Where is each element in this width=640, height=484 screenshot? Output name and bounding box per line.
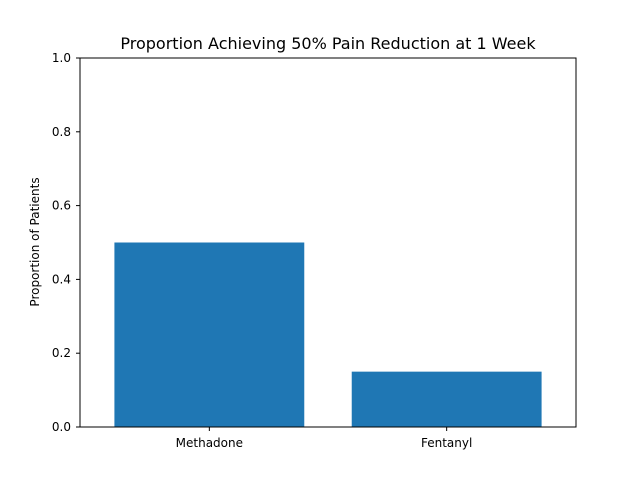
plot-area-frame xyxy=(79,57,577,428)
chart-title: Proportion Achieving 50% Pain Reduction … xyxy=(120,34,536,53)
y-ticks-group: 0.0 0.2 0.4 0.6 0.8 1.0 xyxy=(52,51,80,434)
y-tick-label: 0.0 xyxy=(52,420,71,434)
y-axis-label: Proportion of Patients xyxy=(28,177,42,306)
y-tick-label: 0.8 xyxy=(52,125,71,139)
y-tick-label: 0.2 xyxy=(52,346,71,360)
bar-methadone xyxy=(114,242,305,427)
x-tick-label: Fentanyl xyxy=(421,436,472,450)
y-tick-label: 1.0 xyxy=(52,51,71,65)
y-tick-label: 0.6 xyxy=(52,199,71,213)
bars-group xyxy=(114,242,542,427)
bar-fentanyl xyxy=(351,371,542,427)
y-tick-label: 0.4 xyxy=(52,272,71,286)
x-tick-label: Methadone xyxy=(176,436,243,450)
x-ticks-group: Methadone Fentanyl xyxy=(176,427,472,450)
